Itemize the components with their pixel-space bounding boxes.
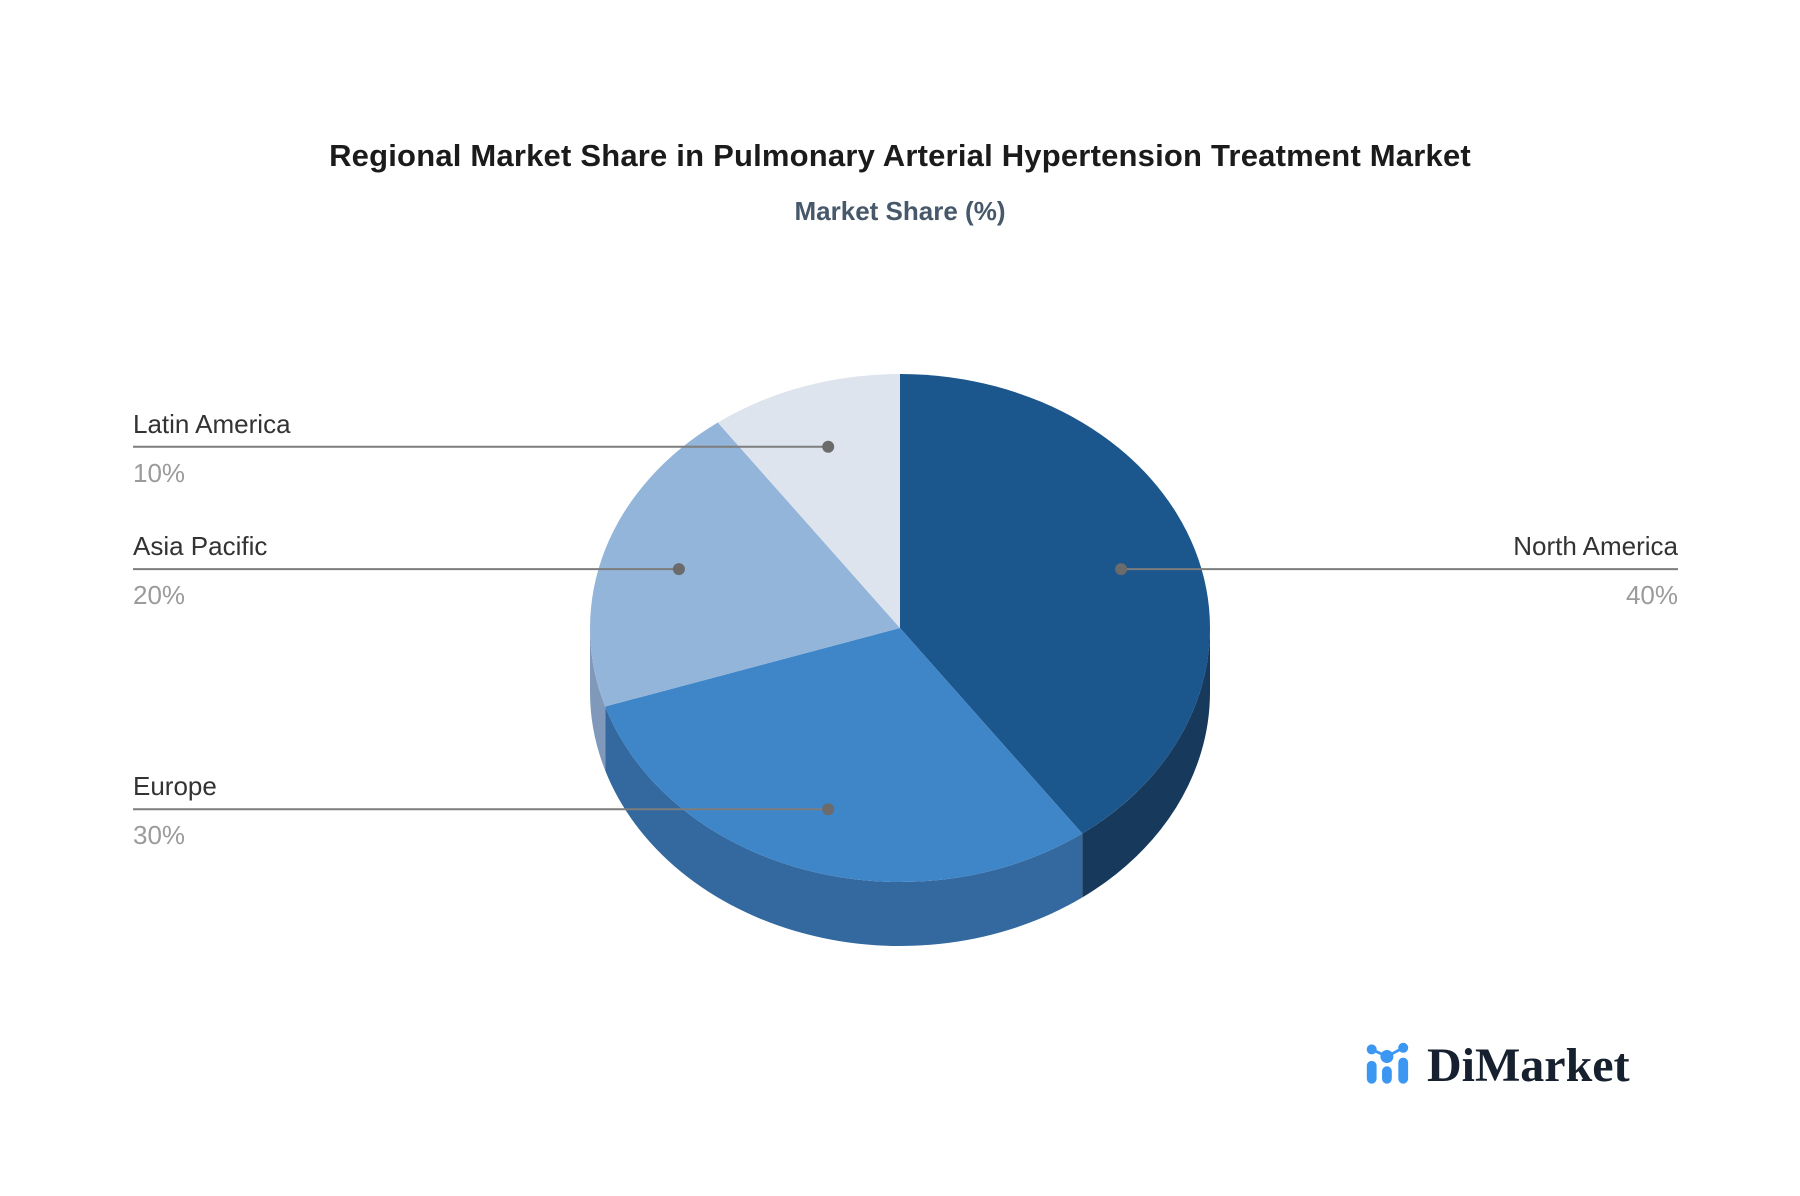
slice-percent: 10% xyxy=(133,457,186,488)
bar-chart-with-trend-dots-icon xyxy=(1366,1042,1409,1084)
pie-slice-wall xyxy=(605,706,1083,946)
pie-slice-europe[interactable] xyxy=(605,628,1083,882)
slice-label: North America xyxy=(1513,531,1678,562)
pie-slice-wall xyxy=(590,628,606,771)
chart-subtitle: Market Share (%) xyxy=(794,196,1006,226)
slice-percent: 30% xyxy=(133,820,186,851)
pie-slice-asia-pacific[interactable] xyxy=(590,422,900,707)
slice-percent: 20% xyxy=(133,580,186,611)
chart-title: Regional Market Share in Pulmonary Arter… xyxy=(329,138,1471,173)
pie-slice-latin-america[interactable] xyxy=(717,374,900,628)
slice-label: Asia Pacific xyxy=(133,531,268,562)
logo-text: DiMarket xyxy=(1427,1038,1630,1092)
leader-dot xyxy=(822,803,835,816)
pie-slice-wall xyxy=(1082,628,1210,898)
slice-percent: 40% xyxy=(1625,580,1678,611)
pie-slice-north-america[interactable] xyxy=(900,374,1211,834)
leader-dot xyxy=(822,440,835,453)
leader-dot xyxy=(672,563,685,576)
slice-label: Latin America xyxy=(133,408,291,439)
slice-label: Europe xyxy=(133,771,217,802)
leader-dot xyxy=(1115,563,1128,576)
dimarket-logo: DiMarket xyxy=(1364,1038,1630,1092)
